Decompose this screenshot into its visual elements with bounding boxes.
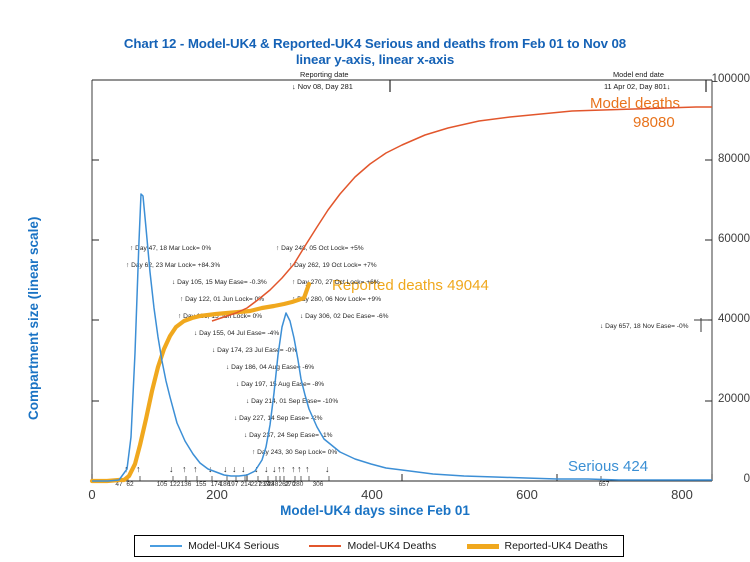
event-arrow-row: ↑ ↑ ↓ ↑ ↑ ↓ ↓ ↓ ↓ ↓ ↓ ↓ ↑ ↑ ↑ ↑ ↑ ↓ [124,464,330,474]
x-minor-tick-214: 214 [240,481,252,488]
x-minor-tick-237: 237 [258,481,270,488]
x-minor-tick-62: 62 [126,481,134,488]
annotation-day-237: ↓ Day 237, 24 Sep Ease= -1% [244,432,333,439]
y-tick-100000: 100000 [711,73,750,85]
annotation-day-248: ↑ Day 248, 05 Oct Lock= +5% [276,245,364,252]
x-minor-tick-174: 174 [210,481,222,488]
svg-text:↑: ↑ [291,464,296,474]
svg-text:↓: ↓ [272,464,277,474]
x-minor-tick-47: 47 [115,481,123,488]
annotation-day-657: ↓ Day 657, 18 Nov Ease= -0% [600,323,689,330]
svg-text:↓: ↓ [232,464,237,474]
x-minor-tick-280: 280 [292,481,304,488]
x-minor-tick-306: 306 [312,481,324,488]
reporting-date-value: ↓ Nov 08, Day 281 [292,82,353,91]
x-minor-tick-270: 270 [284,481,296,488]
annotation-day-197: ↓ Day 197, 15 Aug Ease= -8% [236,381,325,388]
legend-label-reported-deaths: Reported-UK4 Deaths [504,540,608,552]
x-minor-tick-197: 197 [227,481,239,488]
annotation-day-186: ↓ Day 186, 04 Aug Ease= -6% [226,364,315,371]
reporting-date-label: Reporting date [300,70,349,79]
model-deaths-label: Model deaths [590,95,681,112]
legend-label-model-deaths: Model-UK4 Deaths [347,540,437,552]
model-deaths-value: 98080 [633,114,675,131]
x-axis-title: Model-UK4 days since Feb 01 [280,503,470,518]
model-end-date-value: 11 Apr 02, Day 801↓ [604,82,671,91]
annotation-day-306: ↓ Day 306, 02 Dec Ease= -6% [300,313,389,320]
x-minor-tick-155: 155 [195,481,207,488]
annotation-day-227: ↓ Day 227, 14 Sep Ease= -2% [234,415,323,422]
svg-text:↑: ↑ [136,464,141,474]
svg-text:↑: ↑ [305,464,310,474]
serious-callout: Serious 424 [568,458,649,475]
svg-text:↑: ↑ [297,464,302,474]
legend-swatch-model-serious [150,545,183,547]
annotation-day-243: ↑ Day 243, 30 Sep Lock= 0% [252,449,338,456]
chart-title-line1: Chart 12 - Model-UK4 & Reported-UK4 Seri… [123,36,627,51]
annotation-day-262: ↑ Day 262, 19 Oct Lock= +7% [289,262,377,269]
svg-text:↑: ↑ [193,464,198,474]
x-minor-tick-227: 227 [250,481,262,488]
y-tick-20000: 20000 [718,393,750,405]
y-tick-0: 0 [743,473,750,485]
legend-swatch-reported-deaths [466,543,499,549]
svg-text:↓: ↓ [264,464,269,474]
series-model-serious [92,193,712,482]
x-minor-tick-105: 105 [156,481,168,488]
annotation-day-155: ↓ Day 155, 04 Jul Ease= -4% [194,330,280,337]
svg-text:↑: ↑ [281,464,286,474]
x-minor-tick-262: 262 [278,481,290,488]
svg-text:↑: ↑ [182,464,187,474]
legend-item-model-serious[interactable]: Model-UK4 Serious [150,540,279,552]
y-axis-title: Compartment size (linear scale) [26,216,41,420]
svg-text:↓: ↓ [254,464,259,474]
x-minor-tick-186: 186 [219,481,231,488]
model-end-date-label: Model end date [613,70,664,79]
svg-text:↑: ↑ [277,464,282,474]
annotation-day-62: ↑ Day 62, 23 Mar Lock= +84.3% [126,262,221,269]
x-minor-tick-657: 657 [598,481,610,488]
y-tick-60000: 60000 [718,233,750,245]
x-tick-800: 800 [671,487,693,502]
annotation-day-47: ↑ Day 47, 18 Mar Lock= 0% [130,245,212,252]
svg-text:↓: ↓ [325,464,330,474]
chart-legend: Model-UK4 Serious Model-UK4 Deaths Repor… [134,535,624,557]
svg-text:↑: ↑ [124,464,129,474]
x-minor-tick-248: 248 [267,481,279,488]
y-tick-80000: 80000 [718,153,750,165]
x-tick-marks [91,474,713,481]
legend-label-model-serious: Model-UK4 Serious [188,540,280,552]
x-minor-tick-122: 122 [169,481,181,488]
annotation-day-122: ↑ Day 122, 01 Jun Lock= 0% [180,296,265,303]
x-tick-600: 600 [516,487,538,502]
annotation-day-280: ↑ Day 280, 06 Nov Lock= +9% [292,296,382,303]
svg-text:↓: ↓ [169,464,174,474]
svg-text:↓: ↓ [223,464,228,474]
legend-item-reported-deaths[interactable]: Reported-UK4 Deaths [466,540,608,552]
x-tick-200: 200 [206,487,228,502]
annotation-day-270: ↑ Day 270, 27 Oct Lock= +6% [292,279,380,286]
y-tick-40000: 40000 [718,313,750,325]
annotation-day-136: ↑ Day 136, 15 Jun Lock= 0% [178,313,263,320]
chart-title-line2: linear y-axis, linear x-axis [295,52,455,67]
x-minor-tick-136: 136 [180,481,192,488]
annotation-day-214: ↓ Day 214, 01 Sep Ease= -10% [246,398,339,405]
x-tick-0: 0 [88,487,96,502]
x-tick-400: 400 [361,487,383,502]
legend-swatch-model-deaths [309,545,342,547]
annotation-day-105: ↓ Day 105, 15 May Ease= -0.3% [172,279,267,286]
svg-text:↓: ↓ [208,464,213,474]
annotation-day-174: ↓ Day 174, 23 Jul Ease= -0% [212,347,298,354]
svg-text:↓: ↓ [241,464,246,474]
x-minor-tick-243: 243 [263,481,275,488]
legend-item-model-deaths[interactable]: Model-UK4 Deaths [309,540,436,552]
